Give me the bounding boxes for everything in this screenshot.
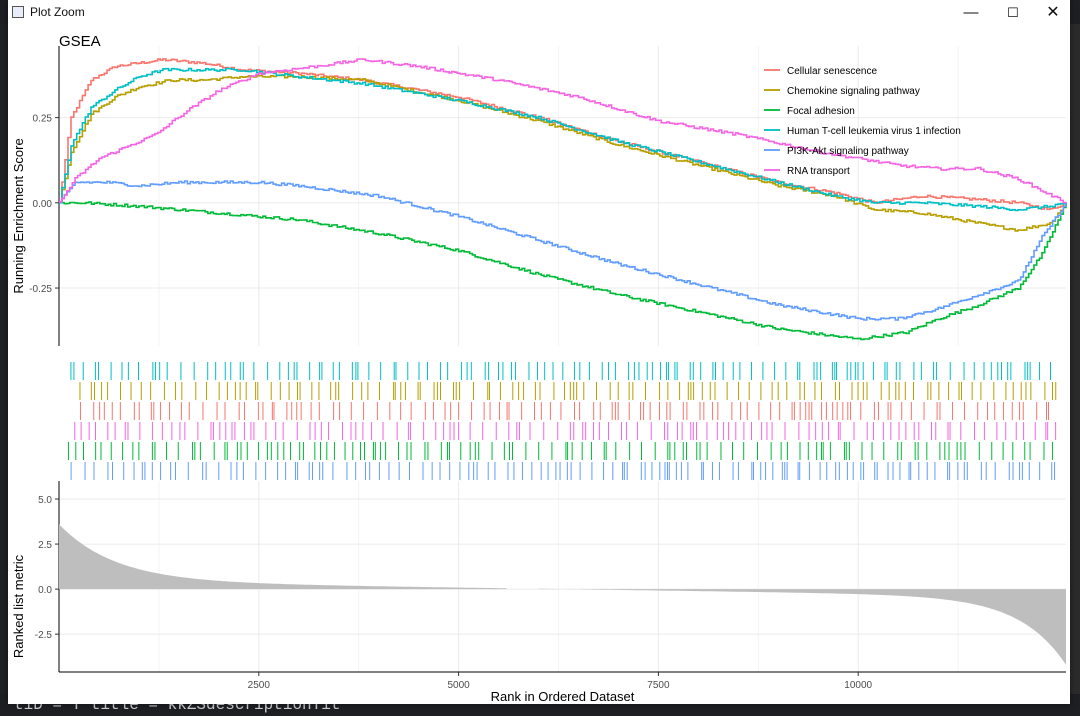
y-tick-label: -0.25 — [29, 284, 52, 295]
series-line-pi3k-akt-signaling-pathway — [59, 180, 1067, 321]
y-tick-label: 0.00 — [33, 199, 53, 210]
series-line-chemokine-signaling-pathway — [59, 74, 1067, 232]
legend-label: Focal adhesion — [787, 106, 855, 117]
y-tick-label-2: -2.5 — [35, 630, 53, 641]
legend-label: Human T-cell leukemia virus 1 infection — [787, 126, 961, 137]
y-tick-label-2: 5.0 — [38, 495, 52, 506]
x-tick-label: 2500 — [248, 680, 271, 691]
x-tick-label: 5000 — [447, 680, 470, 691]
metric-area-positive — [59, 524, 507, 590]
series-line-focal-adhesion — [59, 201, 1067, 341]
maximize-button[interactable]: ☐ — [1007, 5, 1019, 20]
legend: Cellular senescence Chemokine signaling p… — [764, 66, 961, 177]
legend-label: Chemokine signaling pathway — [787, 86, 920, 97]
background-editor-left — [0, 24, 8, 716]
hit-rug-panel — [67, 362, 1057, 480]
app-icon — [12, 6, 24, 18]
series-line-rna-transport — [59, 58, 1067, 204]
ranked-metric-panel: 5.0 2.5 0.0 -2.5 2500 5000 7500 10000 — [35, 481, 1066, 691]
y-tick-label-2: 0.0 — [38, 585, 52, 596]
legend-label: RNA transport — [787, 166, 850, 177]
legend-label: Cellular senescence — [787, 66, 877, 77]
series-line-human-t-cell-leukemia-virus-1-infection — [59, 67, 1067, 212]
y-tick-label: 0.25 — [33, 114, 53, 125]
window-title: Plot Zoom — [30, 5, 85, 19]
window-titlebar: Plot Zoom — ☐ ✕ — [8, 0, 1070, 26]
legend-label: PI3K-Akt signaling pathway — [787, 146, 909, 157]
minimize-button[interactable]: — — [963, 4, 979, 21]
chart-title: GSEA — [59, 33, 101, 50]
y-axis-label-2: Ranked list metric — [11, 554, 26, 658]
x-tick-label: 7500 — [647, 680, 670, 691]
y-tick-label-2: 2.5 — [38, 540, 52, 551]
metric-area-negative — [538, 588, 1066, 665]
x-axis-label: Rank in Ordered Dataset — [491, 689, 635, 704]
x-tick-label: 10000 — [844, 680, 872, 691]
gsea-plot: GSEA 0.25 0.00 -0.25 5.0 2.5 0.0 -2.5 2500 5000… — [11, 33, 1067, 704]
close-button[interactable]: ✕ — [1046, 4, 1060, 21]
plot-zoom-window: Plot Zoom — ☐ ✕ GSEA 0.25 0.00 -0.25 5.0 2.… — [8, 0, 1070, 704]
enrichment-panel: 0.25 0.00 -0.25 — [29, 46, 1067, 346]
background-editor-right — [1070, 24, 1080, 716]
y-axis-label: Running Enrichment Score — [11, 138, 26, 293]
